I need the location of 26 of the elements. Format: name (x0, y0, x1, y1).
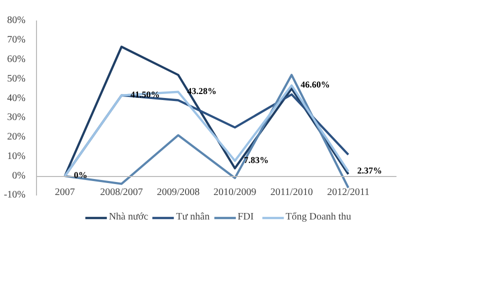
data-label: 0% (74, 170, 88, 180)
x-tick-label: 2007 (54, 187, 75, 198)
y-tick-label: 30% (7, 112, 26, 124)
legend-label: Tổng Doanh thu (286, 212, 352, 222)
line-series (64, 74, 350, 189)
x-tick-label: 2011/2010 (270, 187, 313, 198)
x-tick-label: 2009/2008 (156, 187, 200, 198)
y-tick-label: 70% (7, 34, 26, 46)
legend-label: Nhà nước (108, 212, 148, 222)
x-tick-label: 2010/2009 (214, 187, 256, 198)
y-tick-label: 80% (7, 15, 26, 26)
y-tick-label: 40% (7, 92, 26, 104)
line-series (64, 46, 350, 178)
data-label: 46.60% (300, 79, 330, 90)
y-tick-label: -10% (4, 190, 26, 200)
y-tick-label: 10% (7, 151, 26, 162)
y-tick-label: 50% (7, 73, 26, 84)
legend-label: Tư nhân (176, 212, 210, 222)
x-tick-label: 2012/2011 (327, 187, 370, 198)
y-tick-label: 20% (7, 132, 26, 143)
data-label: 2.37% (357, 165, 382, 176)
y-tick-label: 60% (7, 54, 26, 65)
legend-label: FDI (238, 212, 255, 222)
y-tick-label: 0% (12, 170, 26, 182)
x-tick-label: 2008/2007 (100, 187, 143, 198)
data-label: 41.50% (130, 89, 160, 100)
